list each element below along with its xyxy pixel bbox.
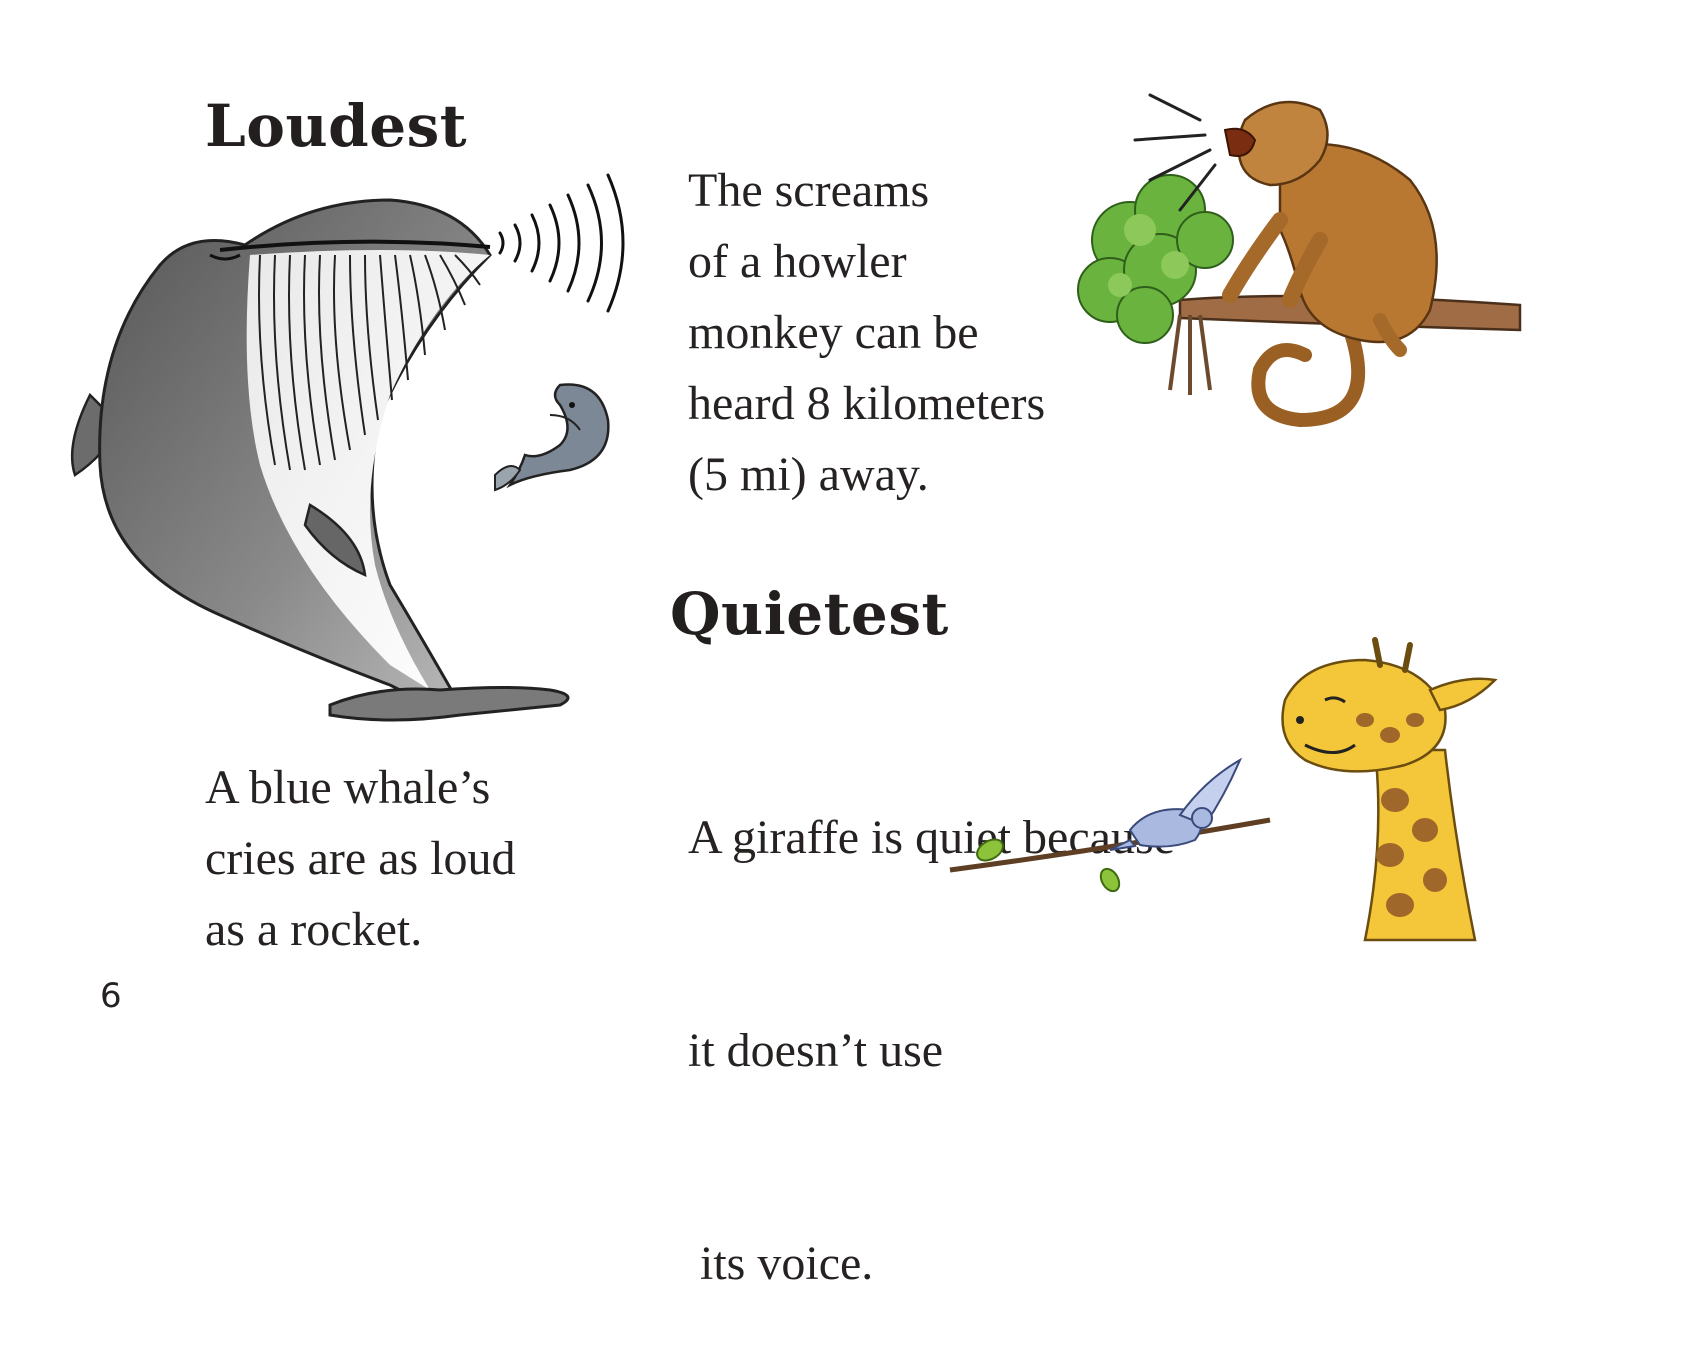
giraffe-icon xyxy=(1281,637,1498,942)
whale-caption-line: as a rocket. xyxy=(205,903,423,956)
whale-caption: A blue whale’s cries are as loud as a ro… xyxy=(205,752,516,965)
monkey-caption-line: heard 8 kilometers xyxy=(688,377,1046,430)
monkey-caption: The screams of a howler monkey can be he… xyxy=(688,155,1045,510)
quietest-heading: Quietest xyxy=(670,580,949,648)
small-fish-icon xyxy=(494,383,610,492)
blue-whale-icon xyxy=(70,173,625,722)
howler-monkey-icon xyxy=(1077,93,1522,428)
monkey-caption-line: monkey can be xyxy=(688,306,979,359)
loudest-heading: Loudest xyxy=(205,92,468,160)
giraffe-caption-line: its voice. xyxy=(688,1237,874,1290)
whale-caption-line: cries are as loud xyxy=(205,832,516,885)
bird-icon xyxy=(949,757,1271,893)
monkey-caption-line: (5 mi) away. xyxy=(688,448,929,501)
giraffe-caption-line: it doesn’t use xyxy=(688,1024,944,1077)
page-number: 6 xyxy=(100,976,122,1016)
monkey-caption-line: of a howler xyxy=(688,235,907,288)
whale-caption-line: A blue whale’s xyxy=(205,761,491,814)
monkey-caption-line: The screams xyxy=(688,164,930,217)
